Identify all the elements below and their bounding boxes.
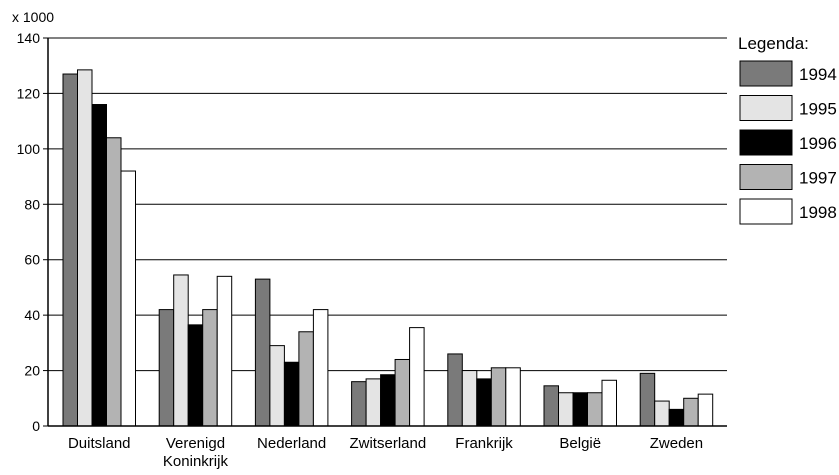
bar-1996 bbox=[668, 408, 685, 427]
bar-1996 bbox=[91, 104, 107, 427]
grid-lines bbox=[48, 37, 727, 372]
bar-1995 bbox=[558, 392, 574, 427]
x-tick-label: Zwitserland bbox=[349, 435, 426, 452]
legend-label-1995: 1995 bbox=[799, 100, 837, 119]
bar-1995 bbox=[269, 345, 285, 427]
legend-swatch-1998 bbox=[739, 198, 793, 225]
x-tick-label: Verenigd bbox=[166, 435, 225, 452]
x-tick-label: Duitsland bbox=[68, 435, 131, 452]
y-tick-label: 20 bbox=[24, 363, 40, 379]
bar-1998 bbox=[120, 170, 136, 427]
y-tick-label: 100 bbox=[17, 141, 41, 157]
x-tick-label: Zweden bbox=[650, 435, 703, 452]
bar-1997 bbox=[490, 367, 507, 427]
bar-1998 bbox=[697, 393, 714, 427]
bar-1995 bbox=[461, 370, 478, 427]
y-unit-label: x 1000 bbox=[12, 9, 54, 25]
bar-1997 bbox=[683, 397, 699, 427]
bar-1995 bbox=[173, 274, 189, 427]
bar-1995 bbox=[365, 378, 382, 427]
bar-1995 bbox=[77, 69, 93, 427]
bar-1996 bbox=[476, 378, 492, 427]
bar-1996 bbox=[380, 374, 396, 427]
bar-1994 bbox=[351, 381, 367, 427]
x-tick-label: Nederland bbox=[257, 435, 326, 452]
axes bbox=[47, 38, 727, 427]
bar-1995 bbox=[654, 400, 670, 427]
bar-1996 bbox=[283, 361, 300, 427]
bar-1997 bbox=[394, 358, 411, 427]
x-tick-label: Koninkrijk bbox=[163, 453, 229, 470]
legend-swatch-1994 bbox=[739, 60, 793, 87]
legend-title: Legenda: bbox=[738, 34, 809, 53]
bar-1997 bbox=[106, 137, 122, 427]
y-tick-label: 120 bbox=[17, 85, 41, 101]
y-tick-label: 0 bbox=[32, 418, 40, 434]
legend-label-1998: 1998 bbox=[799, 203, 837, 222]
legend-label-1994: 1994 bbox=[799, 65, 837, 84]
y-tick-label: 40 bbox=[24, 307, 40, 323]
bar-1994 bbox=[639, 372, 656, 427]
y-tick-label: 60 bbox=[24, 252, 40, 268]
bars bbox=[62, 69, 714, 427]
legend-swatch-1997 bbox=[739, 164, 793, 190]
bar-1994 bbox=[543, 385, 559, 427]
legend-label-1997: 1997 bbox=[799, 169, 837, 188]
bar-1998 bbox=[505, 367, 521, 427]
bar-1994 bbox=[62, 73, 78, 427]
bar-1998 bbox=[312, 309, 329, 427]
bar-1998 bbox=[601, 379, 617, 427]
bar-1994 bbox=[447, 353, 463, 427]
legend: Legenda: 1994 1995 1996 1997 1998 bbox=[738, 34, 837, 225]
bar-1997 bbox=[202, 309, 218, 427]
bar-1997 bbox=[298, 331, 314, 427]
x-tick-label: België bbox=[559, 435, 601, 452]
y-axis-ticks: 0 20 40 60 80 100 120 140 bbox=[17, 30, 48, 434]
x-tick-label: Frankrijk bbox=[455, 435, 513, 452]
bar-1996 bbox=[187, 324, 204, 427]
bar-1996 bbox=[572, 392, 588, 427]
bar-1994 bbox=[158, 309, 175, 427]
y-tick-label: 80 bbox=[24, 196, 40, 212]
bar-1997 bbox=[587, 392, 603, 427]
y-tick-label: 140 bbox=[17, 30, 41, 46]
bar-1994 bbox=[254, 278, 271, 427]
bar-1998 bbox=[216, 275, 233, 427]
bar-1998 bbox=[409, 327, 425, 427]
legend-swatch-1996 bbox=[739, 129, 793, 156]
legend-label-1996: 1996 bbox=[799, 134, 837, 153]
legend-swatch-1995 bbox=[739, 95, 793, 121]
